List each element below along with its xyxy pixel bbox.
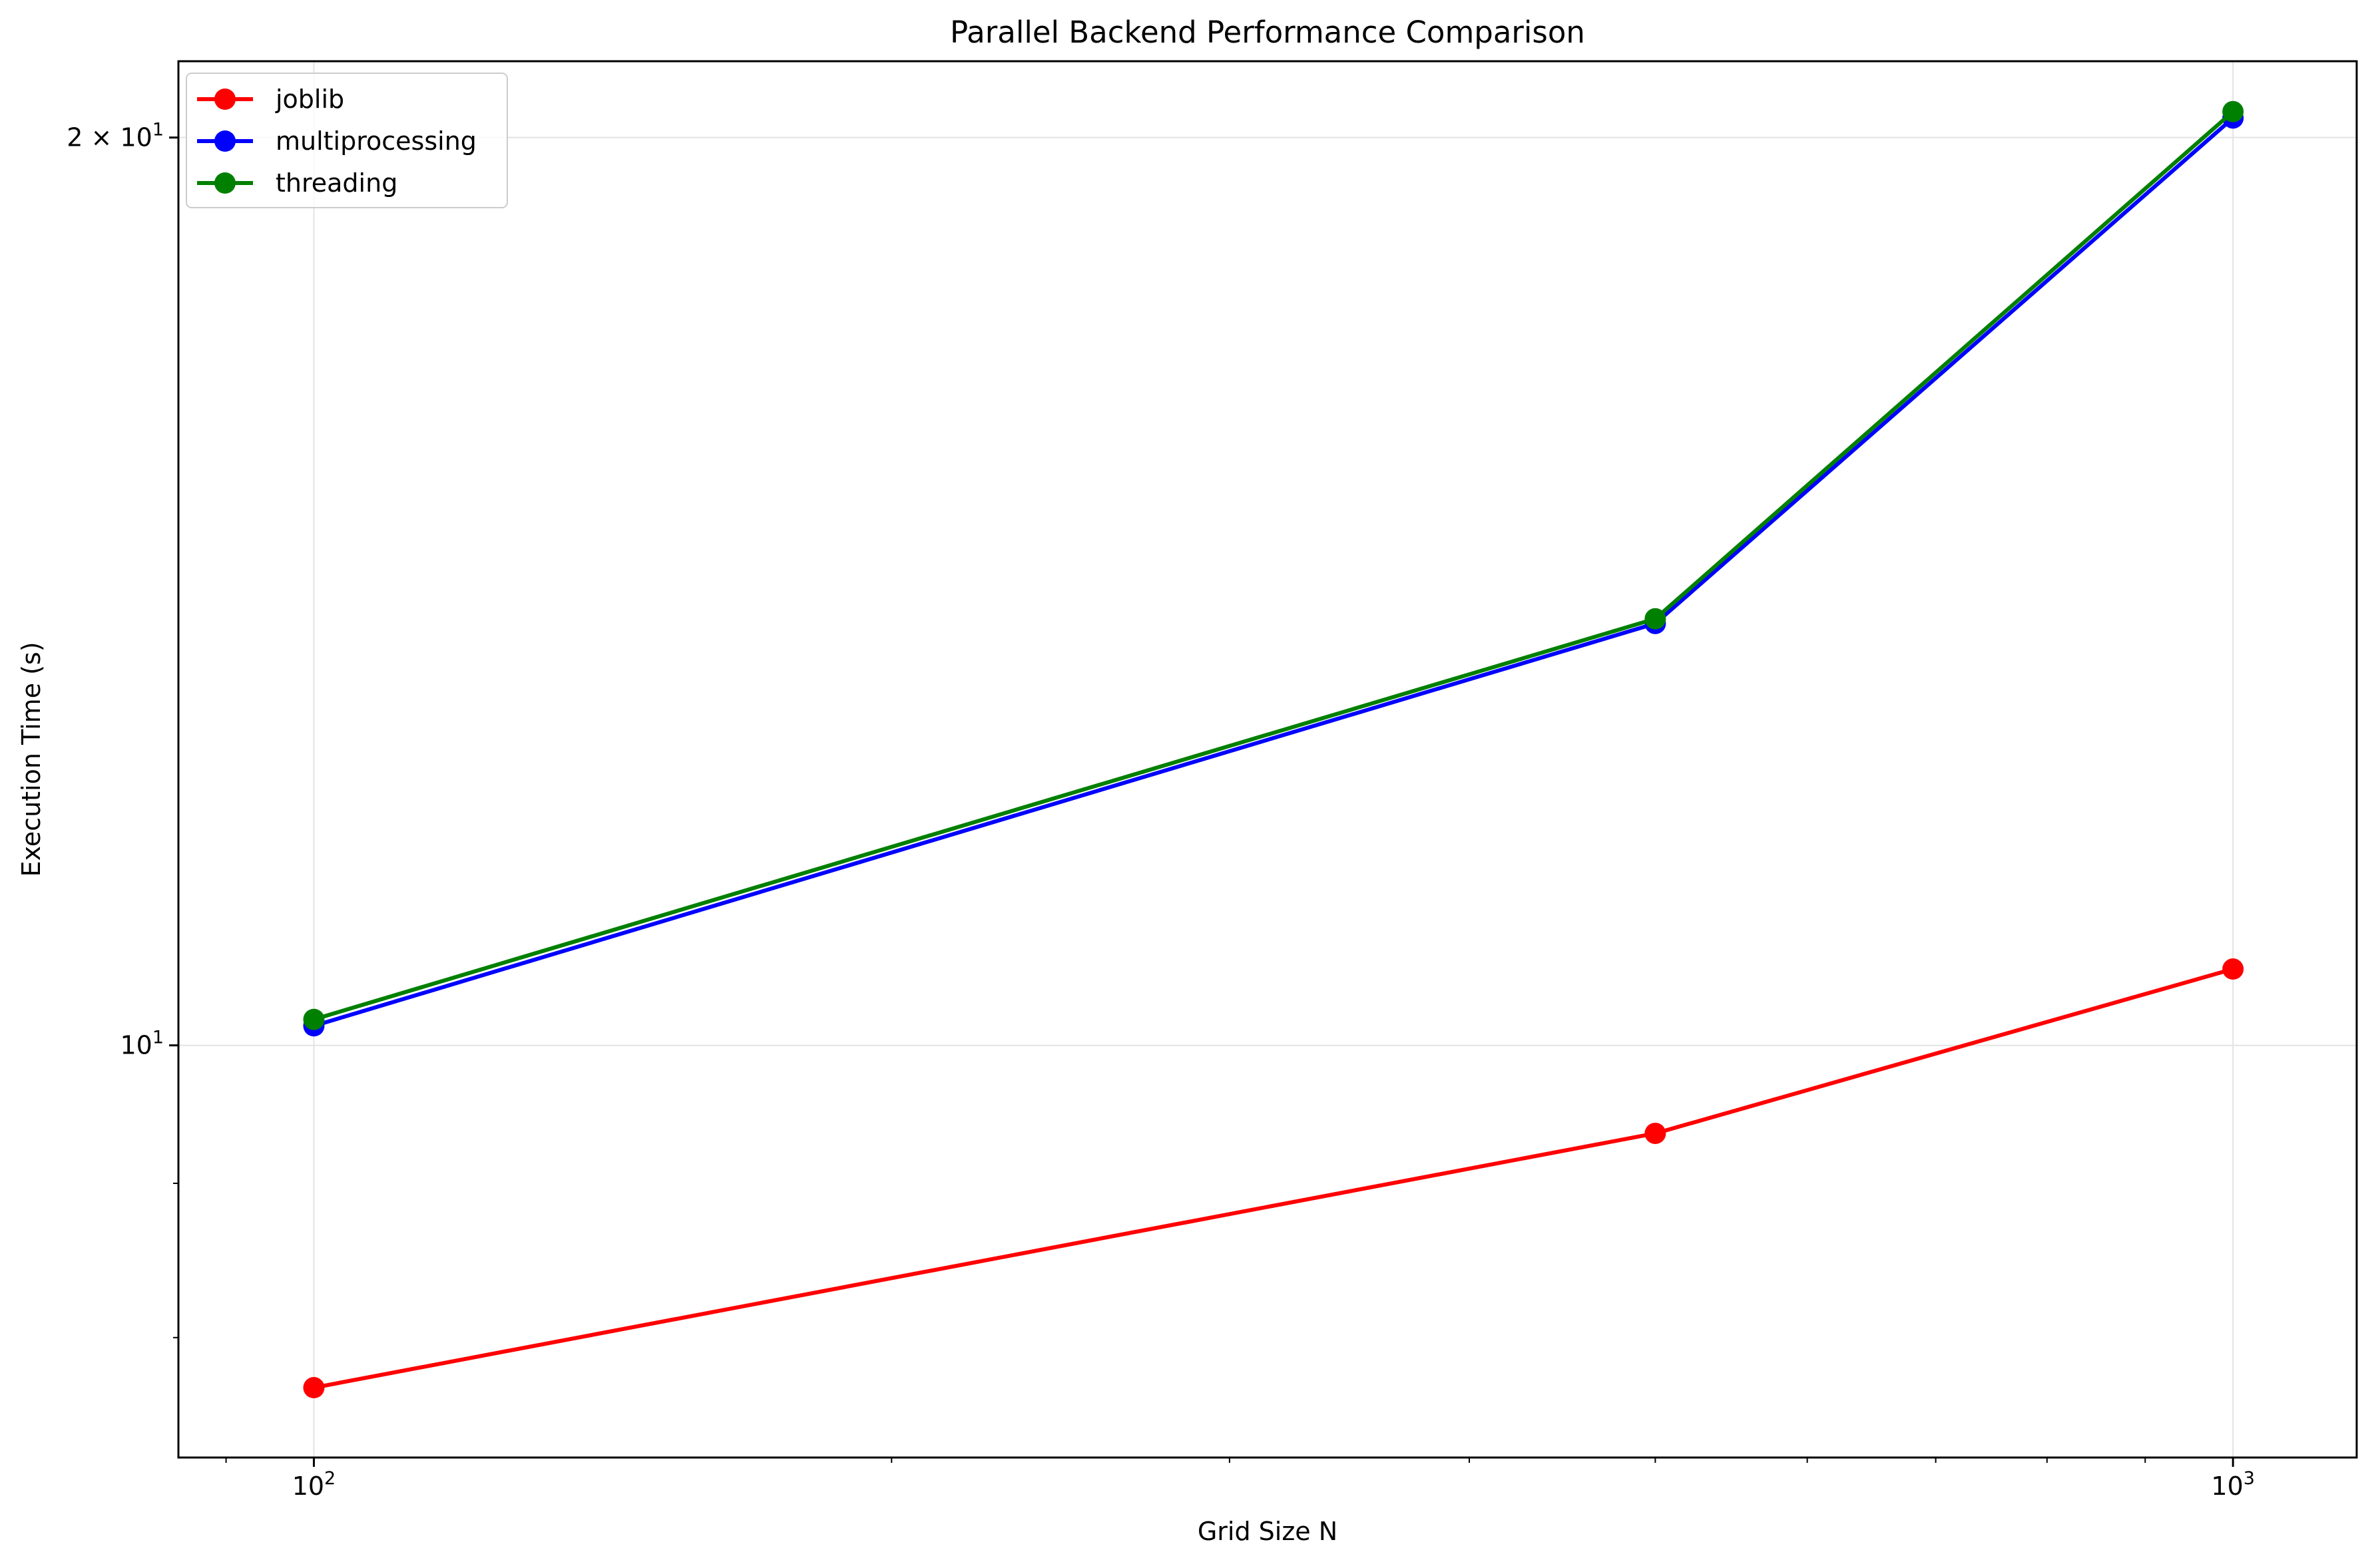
chart-title: Parallel Backend Performance Comparison: [950, 15, 1585, 50]
x-tick-label: 102: [292, 1468, 336, 1501]
data-point-threading: [303, 1008, 325, 1030]
y-axis-label: Execution Time (s): [17, 642, 46, 877]
legend-label-multiprocessing: multiprocessing: [276, 126, 477, 156]
legend-marker-threading: [214, 172, 236, 194]
x-tick-label: 103: [2211, 1468, 2255, 1501]
legend: joblib multiprocessing threading: [186, 73, 508, 208]
x-axis-label: Grid Size N: [1198, 1517, 1337, 1546]
legend-label-threading: threading: [276, 168, 397, 198]
y-tick-label: 101: [120, 1028, 164, 1060]
legend-label-joblib: joblib: [275, 85, 344, 114]
grid: [178, 61, 2357, 1458]
legend-marker-joblib: [214, 89, 236, 110]
axes: 102 103 101 2 × 101: [67, 120, 2255, 1501]
data-point-joblib: [303, 1377, 325, 1399]
legend-box: [186, 73, 508, 208]
data-point-joblib: [1644, 1122, 1666, 1144]
y-tick-label: 2 × 101: [67, 120, 164, 152]
data-point-threading: [2222, 100, 2244, 122]
data-point-threading: [1644, 608, 1666, 630]
series-layer: [303, 100, 2244, 1399]
legend-marker-multiprocessing: [214, 130, 236, 152]
data-point-joblib: [2222, 958, 2244, 980]
plot-frame: [177, 60, 2358, 1459]
